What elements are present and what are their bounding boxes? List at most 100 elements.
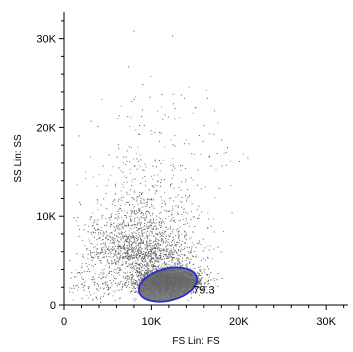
data-point [166, 257, 168, 259]
data-point [161, 249, 163, 251]
data-point [179, 263, 181, 265]
data-point [144, 254, 146, 256]
data-point [139, 125, 140, 126]
data-point [123, 221, 125, 223]
data-point [105, 276, 107, 278]
data-point [136, 216, 138, 218]
data-point [151, 185, 153, 187]
data-point [106, 249, 108, 250]
data-point [157, 239, 159, 241]
data-point [166, 258, 168, 260]
data-point [142, 84, 144, 86]
data-point [134, 256, 136, 258]
data-point [170, 233, 171, 235]
data-point [154, 184, 156, 186]
data-point [155, 229, 157, 231]
data-point [134, 257, 135, 259]
data-point [152, 232, 154, 234]
data-point [93, 251, 95, 253]
data-point [136, 247, 138, 249]
data-point [135, 281, 137, 283]
data-point [118, 198, 120, 200]
data-point [133, 281, 135, 283]
data-point [127, 202, 129, 203]
data-point [130, 249, 132, 250]
data-point [125, 225, 127, 227]
data-point [152, 212, 154, 214]
data-point [119, 224, 121, 226]
data-point [149, 212, 150, 214]
data-point [95, 221, 97, 223]
data-point [215, 169, 217, 171]
data-point [115, 251, 117, 253]
data-point [140, 159, 142, 161]
data-point [146, 230, 148, 232]
data-point [117, 246, 119, 247]
data-point [147, 254, 149, 256]
data-point [141, 232, 143, 234]
data-point [133, 283, 135, 285]
data-point [136, 284, 138, 286]
data-point [96, 288, 98, 290]
data-point [132, 250, 134, 252]
data-point [130, 218, 132, 220]
data-point [152, 165, 154, 167]
data-point [114, 258, 116, 260]
data-point [126, 245, 128, 246]
data-point [83, 229, 85, 231]
data-point [152, 253, 154, 255]
data-point [108, 249, 110, 251]
data-point [164, 263, 166, 265]
data-point [92, 243, 94, 245]
data-point [143, 267, 145, 269]
data-point [122, 286, 124, 288]
data-point [92, 257, 94, 259]
data-point [130, 254, 132, 255]
data-point [81, 262, 83, 264]
data-point [122, 257, 124, 259]
data-point [148, 251, 150, 253]
data-point [192, 112, 194, 114]
data-point [143, 277, 145, 279]
data-point [121, 264, 123, 266]
data-point [190, 251, 192, 253]
data-point [183, 97, 185, 99]
data-point [186, 234, 187, 236]
data-point [172, 228, 174, 230]
data-point [171, 258, 173, 260]
data-point [152, 252, 154, 254]
data-point [192, 216, 194, 218]
data-point [117, 210, 119, 212]
data-point [108, 154, 110, 156]
data-point [135, 287, 136, 289]
data-point [130, 215, 132, 217]
points-layer [69, 30, 249, 304]
data-point [142, 253, 144, 255]
gate-ellipse [138, 266, 198, 303]
data-point [99, 237, 101, 239]
data-point [133, 212, 135, 214]
data-point [155, 219, 157, 221]
data-point [221, 165, 223, 167]
data-point [144, 219, 146, 221]
data-point [114, 300, 116, 301]
data-point [129, 126, 131, 128]
data-point [154, 250, 156, 252]
data-point [122, 219, 124, 221]
data-point [140, 277, 142, 279]
data-point [155, 222, 157, 224]
data-point [163, 258, 165, 259]
data-point [165, 218, 167, 220]
data-point [100, 278, 102, 280]
data-point [199, 279, 201, 281]
data-point [111, 263, 113, 265]
data-point [134, 300, 136, 302]
data-point [124, 204, 126, 205]
data-point [136, 222, 138, 224]
data-point [92, 176, 94, 178]
data-point [189, 267, 191, 269]
data-point [134, 269, 136, 271]
data-point [132, 290, 134, 292]
data-point [159, 140, 161, 142]
data-point [127, 265, 129, 267]
